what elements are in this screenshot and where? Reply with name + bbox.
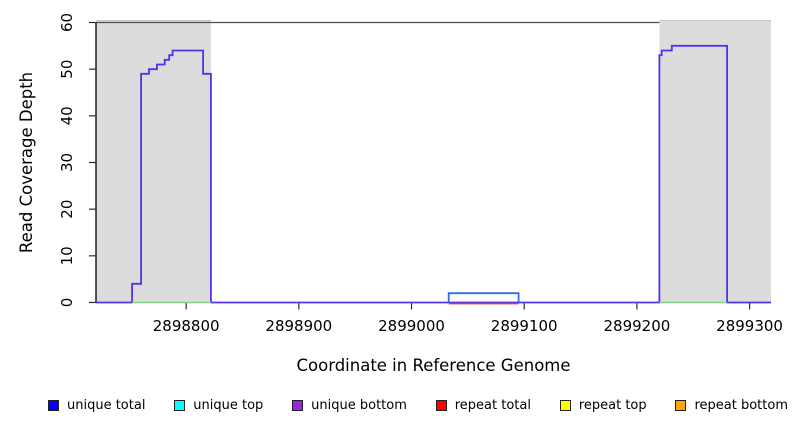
y-tick-label: 60 bbox=[58, 13, 76, 32]
legend-label: repeat top bbox=[578, 398, 647, 413]
legend-label: repeat total bbox=[454, 398, 531, 413]
legend-item: unique total bbox=[48, 398, 145, 413]
x-tick-label: 2899300 bbox=[716, 317, 783, 335]
y-axis-title: Read Coverage Depth bbox=[17, 72, 36, 253]
x-axis-title: Coordinate in Reference Genome bbox=[296, 356, 571, 375]
y-tick-label: 30 bbox=[58, 153, 76, 172]
y-tick-label: 0 bbox=[58, 298, 76, 308]
coverage-bump-line bbox=[447, 292, 520, 303]
x-tick-label: 2898800 bbox=[153, 317, 220, 335]
y-tick-label: 10 bbox=[58, 246, 76, 265]
x-tick-label: 2899100 bbox=[491, 317, 558, 335]
legend-item: repeat total bbox=[435, 398, 531, 413]
plot-svg: 2898800 2898900 2899000 2899100 2899200 28993… bbox=[17, 13, 783, 335]
legend-item: repeat top bbox=[559, 398, 647, 413]
legend-swatch bbox=[48, 400, 59, 411]
legend-swatch bbox=[292, 400, 304, 411]
legend-swatch bbox=[174, 400, 186, 411]
shaded-region-right bbox=[659, 20, 771, 303]
legend-label: repeat bottom bbox=[694, 398, 788, 413]
legend-swatch bbox=[675, 400, 687, 411]
shaded-region-left bbox=[96, 20, 211, 303]
legend-swatch bbox=[435, 400, 447, 411]
y-tick-label: 50 bbox=[58, 60, 76, 79]
legend-label: unique total bbox=[67, 398, 146, 413]
legend-item: unique top bbox=[174, 398, 263, 413]
x-tick-label: 2899200 bbox=[603, 317, 670, 335]
x-tick-label: 2899000 bbox=[378, 317, 445, 335]
legend-label: unique bottom bbox=[311, 398, 407, 413]
legend: unique total unique top unique bottom repea… bbox=[48, 398, 788, 413]
legend-item: repeat bottom bbox=[675, 398, 788, 413]
y-tick-label: 40 bbox=[58, 106, 76, 125]
legend-swatch bbox=[559, 400, 571, 411]
legend-label: unique top bbox=[193, 398, 264, 413]
coverage-step-line bbox=[96, 44, 771, 304]
legend-item: unique bottom bbox=[292, 398, 407, 413]
x-tick-label: 2898900 bbox=[265, 317, 332, 335]
y-tick-label: 20 bbox=[58, 200, 76, 219]
